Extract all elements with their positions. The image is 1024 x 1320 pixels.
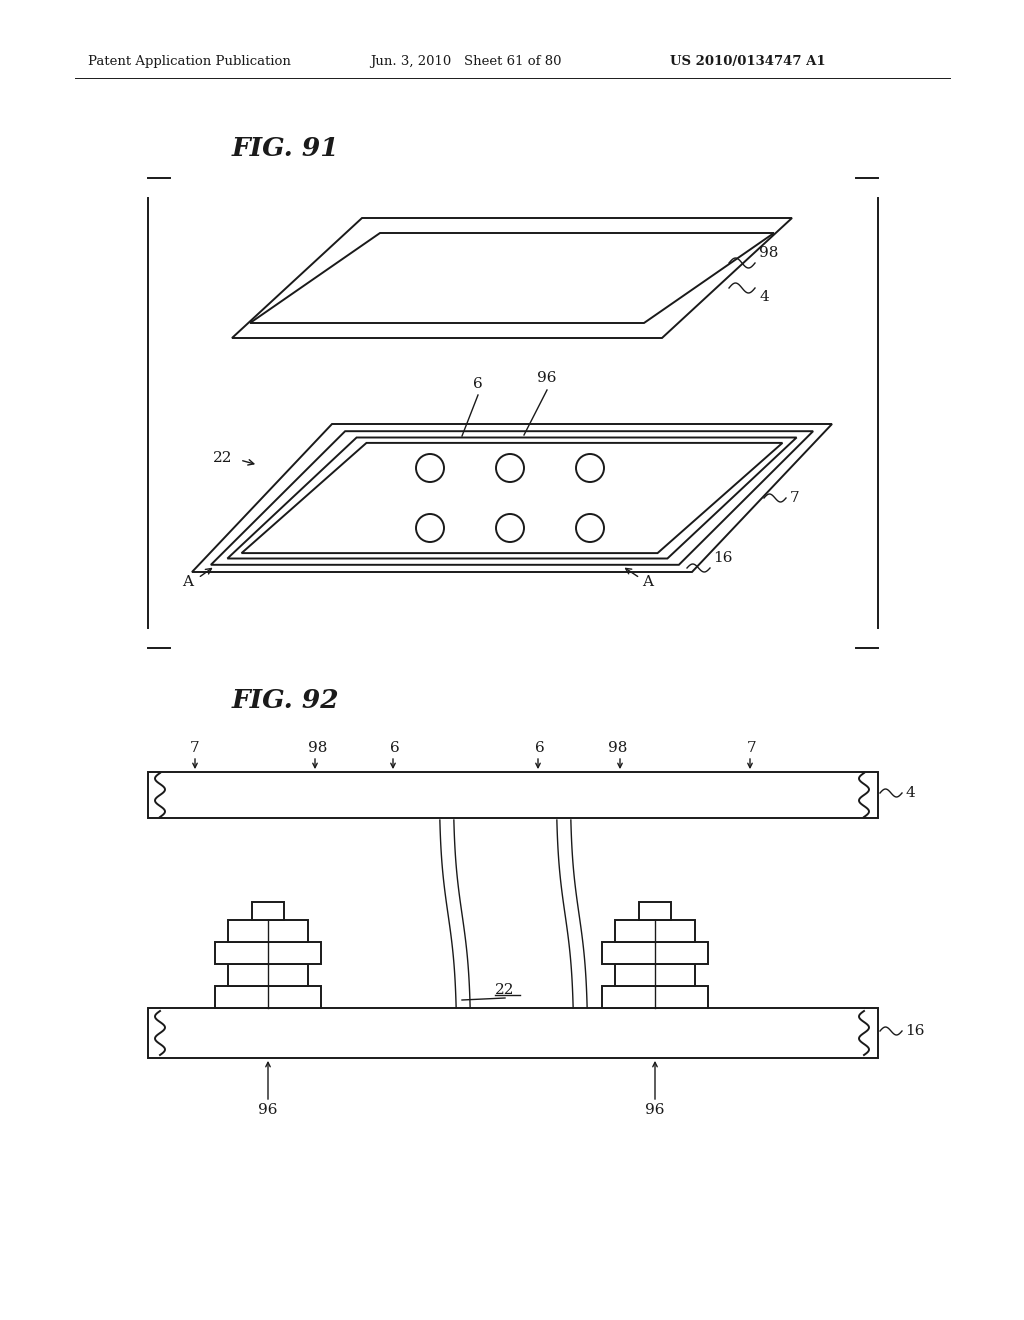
Text: US 2010/0134747 A1: US 2010/0134747 A1 <box>670 55 825 69</box>
Bar <box>148 1008 878 1059</box>
Text: 98: 98 <box>308 741 328 755</box>
Bar <box>602 986 708 1008</box>
Text: 7: 7 <box>790 491 800 506</box>
Bar <box>215 986 321 1008</box>
Text: 6: 6 <box>536 741 545 755</box>
Circle shape <box>416 513 444 543</box>
Polygon shape <box>193 424 831 572</box>
Text: Patent Application Publication: Patent Application Publication <box>88 55 291 69</box>
Text: 22: 22 <box>213 451 232 465</box>
Bar <box>615 920 695 942</box>
Text: 98: 98 <box>759 246 778 260</box>
Text: 7: 7 <box>190 741 200 755</box>
Bar <box>602 942 708 964</box>
Polygon shape <box>232 218 792 338</box>
Text: 4: 4 <box>759 289 769 304</box>
Text: 6: 6 <box>390 741 400 755</box>
Bar <box>228 920 308 942</box>
Circle shape <box>496 513 524 543</box>
Bar <box>228 964 308 986</box>
Circle shape <box>496 454 524 482</box>
Bar <box>615 964 695 986</box>
Text: FIG. 92: FIG. 92 <box>232 688 340 713</box>
Text: 22: 22 <box>496 983 515 997</box>
Text: A: A <box>182 576 194 589</box>
Text: 98: 98 <box>608 741 628 755</box>
Bar <box>215 942 321 964</box>
Bar <box>148 772 878 818</box>
Text: 7: 7 <box>748 741 757 755</box>
Text: FIG. 91: FIG. 91 <box>232 136 340 161</box>
Text: 96: 96 <box>645 1104 665 1117</box>
Text: A: A <box>642 576 653 589</box>
Text: 6: 6 <box>473 378 483 391</box>
Bar <box>639 902 671 920</box>
Text: 16: 16 <box>713 550 732 565</box>
Text: 96: 96 <box>538 371 557 385</box>
Text: 4: 4 <box>905 785 914 800</box>
Circle shape <box>416 454 444 482</box>
Circle shape <box>575 513 604 543</box>
Text: 96: 96 <box>258 1104 278 1117</box>
Text: 16: 16 <box>905 1024 925 1038</box>
Bar <box>252 902 284 920</box>
Circle shape <box>575 454 604 482</box>
Text: Jun. 3, 2010   Sheet 61 of 80: Jun. 3, 2010 Sheet 61 of 80 <box>370 55 561 69</box>
